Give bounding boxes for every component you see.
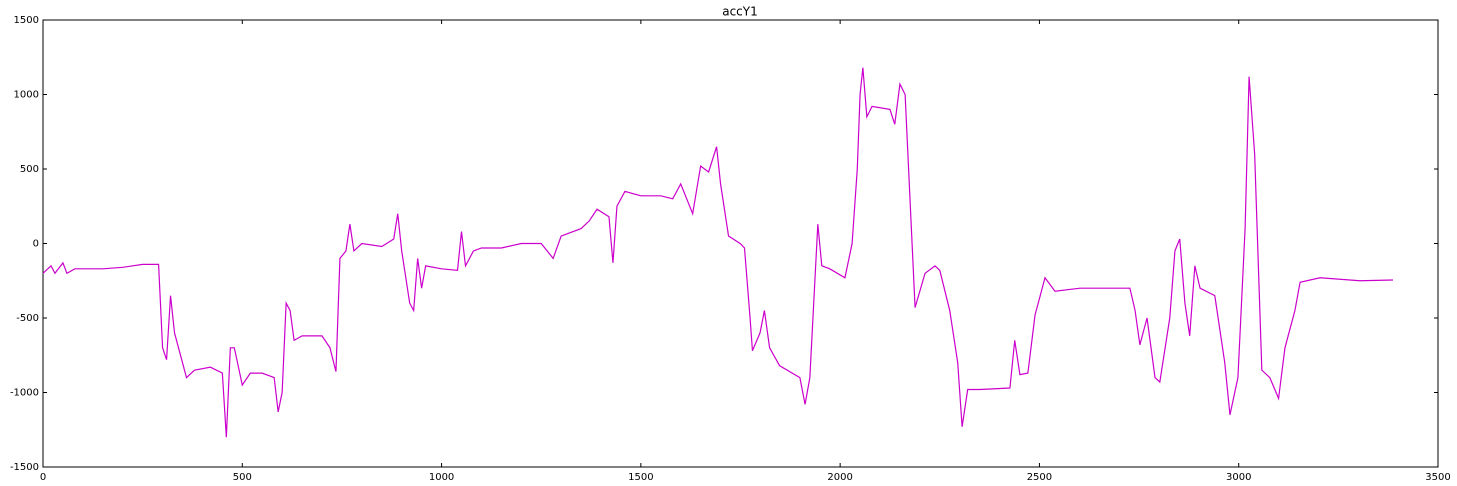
x-tick-label: 1000: [429, 472, 454, 483]
x-tick-label: 3500: [1425, 472, 1450, 483]
data-line: [42, 67, 1393, 438]
x-tick-label: 1500: [628, 472, 653, 483]
x-tick-label: 2000: [827, 472, 852, 483]
y-tick-label: -500: [16, 313, 39, 324]
y-tick-label: -1000: [10, 388, 39, 399]
y-tick-label: 1500: [14, 15, 39, 26]
x-tick-label: 3000: [1226, 472, 1251, 483]
x-tick-label: 500: [233, 472, 252, 483]
y-tick-label: 500: [20, 164, 39, 175]
chart-title: accY1: [722, 5, 758, 19]
y-tick-label: 0: [33, 239, 39, 250]
x-tick-label: 2500: [1027, 472, 1052, 483]
x-tick-label: 0: [40, 472, 46, 483]
y-tick-label: -1500: [10, 462, 39, 473]
y-tick-label: 1000: [14, 90, 39, 101]
